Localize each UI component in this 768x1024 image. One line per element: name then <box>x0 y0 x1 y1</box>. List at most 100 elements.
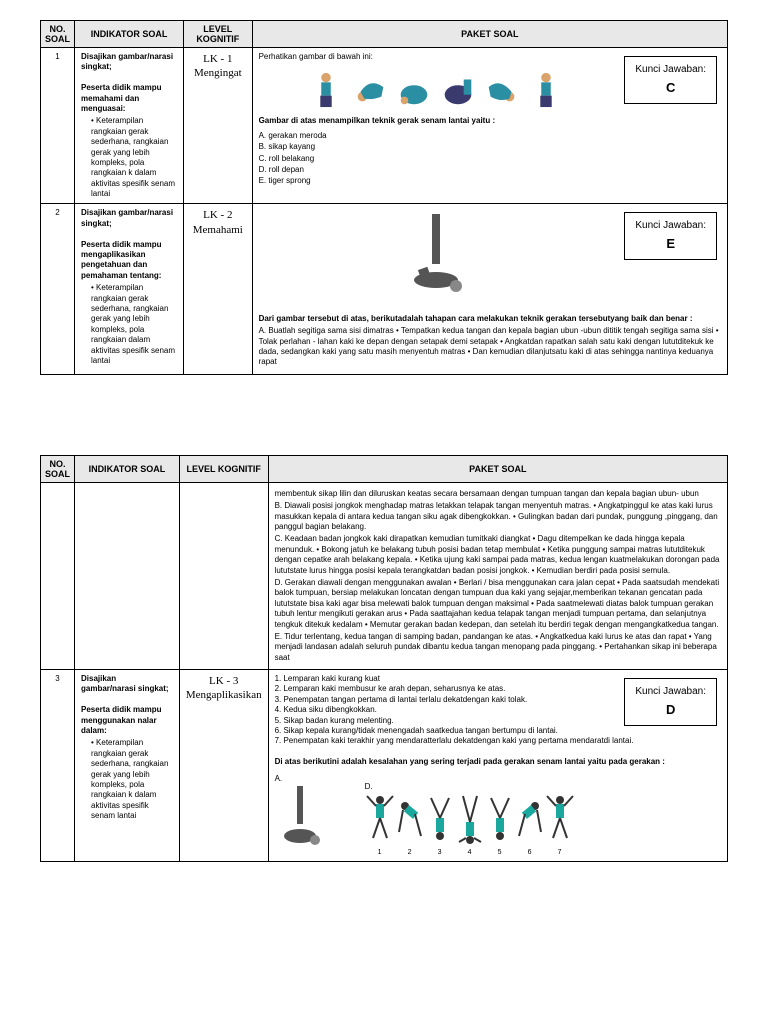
cartwheel-pose-icon <box>485 792 515 848</box>
indikator-lead: Disajikan gambar/narasi singkat; <box>81 674 169 693</box>
cell-indikator <box>75 482 180 669</box>
option: D. roll depan <box>259 165 721 175</box>
list-item: 7. Penempatan kaki terakhir yang mendara… <box>275 736 721 746</box>
option: E. tiger sprong <box>259 176 721 186</box>
cartwheel-pose-icon <box>395 792 425 848</box>
header-no: NO. SOAL <box>41 455 75 482</box>
level-code: LK - 2 <box>203 209 232 221</box>
seq-num: 2 <box>395 848 425 857</box>
header-paket: PAKET SOAL <box>268 455 727 482</box>
level-name: Mengingat <box>194 67 242 79</box>
question-table-1: NO. SOAL INDIKATOR SOAL LEVEL KOGNITIF P… <box>40 20 728 375</box>
pose-icon <box>483 68 521 110</box>
table-row: 2 Disajikan gambar/narasi singkat; Peser… <box>41 204 728 374</box>
level-code: LK - 3 <box>209 675 238 687</box>
indikator-lead: Disajikan gambar/narasi singkat; <box>81 52 173 71</box>
option: B. sikap kayang <box>259 142 721 152</box>
option: A. gerakan meroda <box>259 131 721 141</box>
table-row: 3 Disajikan gambar/narasi singkat; Peser… <box>41 670 728 862</box>
option-a-text: A. Buatlah segitiga sama sisi dimatras •… <box>259 326 721 368</box>
cartwheel-pose-icon <box>515 792 545 848</box>
cell-level: LK - 1 Mengingat <box>184 48 253 204</box>
header-level: LEVEL KOGNITIF <box>184 21 253 48</box>
cartwheel-pose-icon <box>455 792 485 848</box>
indikator-sub: Peserta didik mampu memahami dan menguas… <box>81 83 161 113</box>
cell-indikator: Disajikan gambar/narasi singkat; Peserta… <box>75 48 184 204</box>
question-text: Gambar di atas menampilkan teknik gerak … <box>259 116 496 125</box>
level-name: Memahami <box>193 224 243 236</box>
question-text: Dari gambar tersebut di atas, berikutada… <box>259 314 693 323</box>
cell-paket: Kunci Jawaban: D 1. Lemparan kaki kurang… <box>268 670 727 862</box>
kunci-label: Kunci Jawaban: <box>635 685 706 698</box>
header-level: LEVEL KOGNITIF <box>179 455 268 482</box>
opt-label: A. <box>275 774 325 784</box>
long-option-a: A. Buatlah segitiga sama sisi dimatras •… <box>259 326 721 368</box>
table-row: 1 Disajikan gambar/narasi singkat; Peser… <box>41 48 728 204</box>
indikator-sub: Peserta didik mampu menggunakan nalar da… <box>81 705 161 735</box>
answer-box: Kunci Jawaban: C <box>624 56 717 104</box>
cell-indikator: Disajikan gambar/narasi singkat; Peserta… <box>75 670 180 862</box>
page-2: NO. SOAL INDIKATOR SOAL LEVEL KOGNITIF P… <box>40 455 728 863</box>
option-d-figure: D. 1 2 3 <box>365 782 575 857</box>
seq-num: 1 <box>365 848 395 857</box>
answer-box: Kunci Jawaban: D <box>624 678 717 726</box>
answer-box: Kunci Jawaban: E <box>624 212 717 260</box>
indikator-item: Keterampilan rangkaian gerak sederhana, … <box>91 116 177 199</box>
answer-value: E <box>635 236 706 253</box>
question-text: Di atas berikutini adalah kesalahan yang… <box>275 757 665 766</box>
option: C. roll belakang <box>259 154 721 164</box>
level-name: Mengaplikasikan <box>186 689 262 701</box>
cartwheel-pose-icon <box>425 792 455 848</box>
continuation-text: D. Gerakan diawali dengan menggunakan aw… <box>275 578 721 630</box>
cell-no <box>41 482 75 669</box>
pose-icon <box>351 68 389 110</box>
cartwheel-pose-icon <box>545 792 575 848</box>
continuation-text: C. Keadaan badan jongkok kaki dirapatkan… <box>275 534 721 576</box>
seq-num: 6 <box>515 848 545 857</box>
pose-icon <box>275 784 325 854</box>
seq-num: 7 <box>545 848 575 857</box>
cell-level <box>179 482 268 669</box>
cell-no: 3 <box>41 670 75 862</box>
indikator-sub: Peserta didik mampu mengaplikasikan peng… <box>81 240 161 280</box>
pose-icon <box>439 68 477 110</box>
pose-icon <box>395 68 433 110</box>
continuation-text: B. Diawali posisi jongkok menghadap matr… <box>275 501 721 532</box>
roll-figure <box>259 68 615 110</box>
level-code: LK - 1 <box>203 53 232 65</box>
options-list: A. gerakan meroda B. sikap kayang C. rol… <box>259 131 721 187</box>
pose-icon <box>527 68 565 110</box>
cell-paket: Kunci Jawaban: C Perhatikan gambar di ba… <box>252 48 727 204</box>
seq-num: 4 <box>455 848 485 857</box>
option-a-figure: A. <box>275 774 325 858</box>
indikator-lead: Disajikan gambar/narasi singkat; <box>81 208 173 227</box>
cell-level: LK - 3 Mengaplikasikan <box>179 670 268 862</box>
header-indikator: INDIKATOR SOAL <box>75 455 180 482</box>
opt-label: D. <box>365 782 575 792</box>
kunci-label: Kunci Jawaban: <box>635 63 706 76</box>
pose-icon <box>396 212 476 302</box>
header-no: NO. SOAL <box>41 21 75 48</box>
cell-no: 2 <box>41 204 75 374</box>
header-indikator: INDIKATOR SOAL <box>75 21 184 48</box>
table-row: membentuk sikap lilin dan diluruskan kea… <box>41 482 728 669</box>
continuation-text: membentuk sikap lilin dan diluruskan kea… <box>275 489 721 499</box>
cartwheel-pose-icon <box>365 792 395 848</box>
list-item: 6. Sikap kepala kurang/tidak menengadah … <box>275 726 721 736</box>
seq-num: 3 <box>425 848 455 857</box>
question-table-2: NO. SOAL INDIKATOR SOAL LEVEL KOGNITIF P… <box>40 455 728 863</box>
cell-indikator: Disajikan gambar/narasi singkat; Peserta… <box>75 204 184 374</box>
header-paket: PAKET SOAL <box>252 21 727 48</box>
cell-paket: membentuk sikap lilin dan diluruskan kea… <box>268 482 727 669</box>
cell-paket: Kunci Jawaban: E Dari gambar tersebut di… <box>252 204 727 374</box>
q3-figures: A. D. <box>275 774 721 858</box>
kunci-label: Kunci Jawaban: <box>635 219 706 232</box>
indikator-item: Keterampilan rangkaian gerak sederhana, … <box>91 738 173 821</box>
cell-no: 1 <box>41 48 75 204</box>
seq-num: 5 <box>485 848 515 857</box>
page-1: NO. SOAL INDIKATOR SOAL LEVEL KOGNITIF P… <box>40 20 728 375</box>
continuation-text: E. Tidur terlentang, kedua tangan di sam… <box>275 632 721 663</box>
answer-value: D <box>635 702 706 719</box>
cell-level: LK - 2 Memahami <box>184 204 253 374</box>
pose-icon <box>307 68 345 110</box>
